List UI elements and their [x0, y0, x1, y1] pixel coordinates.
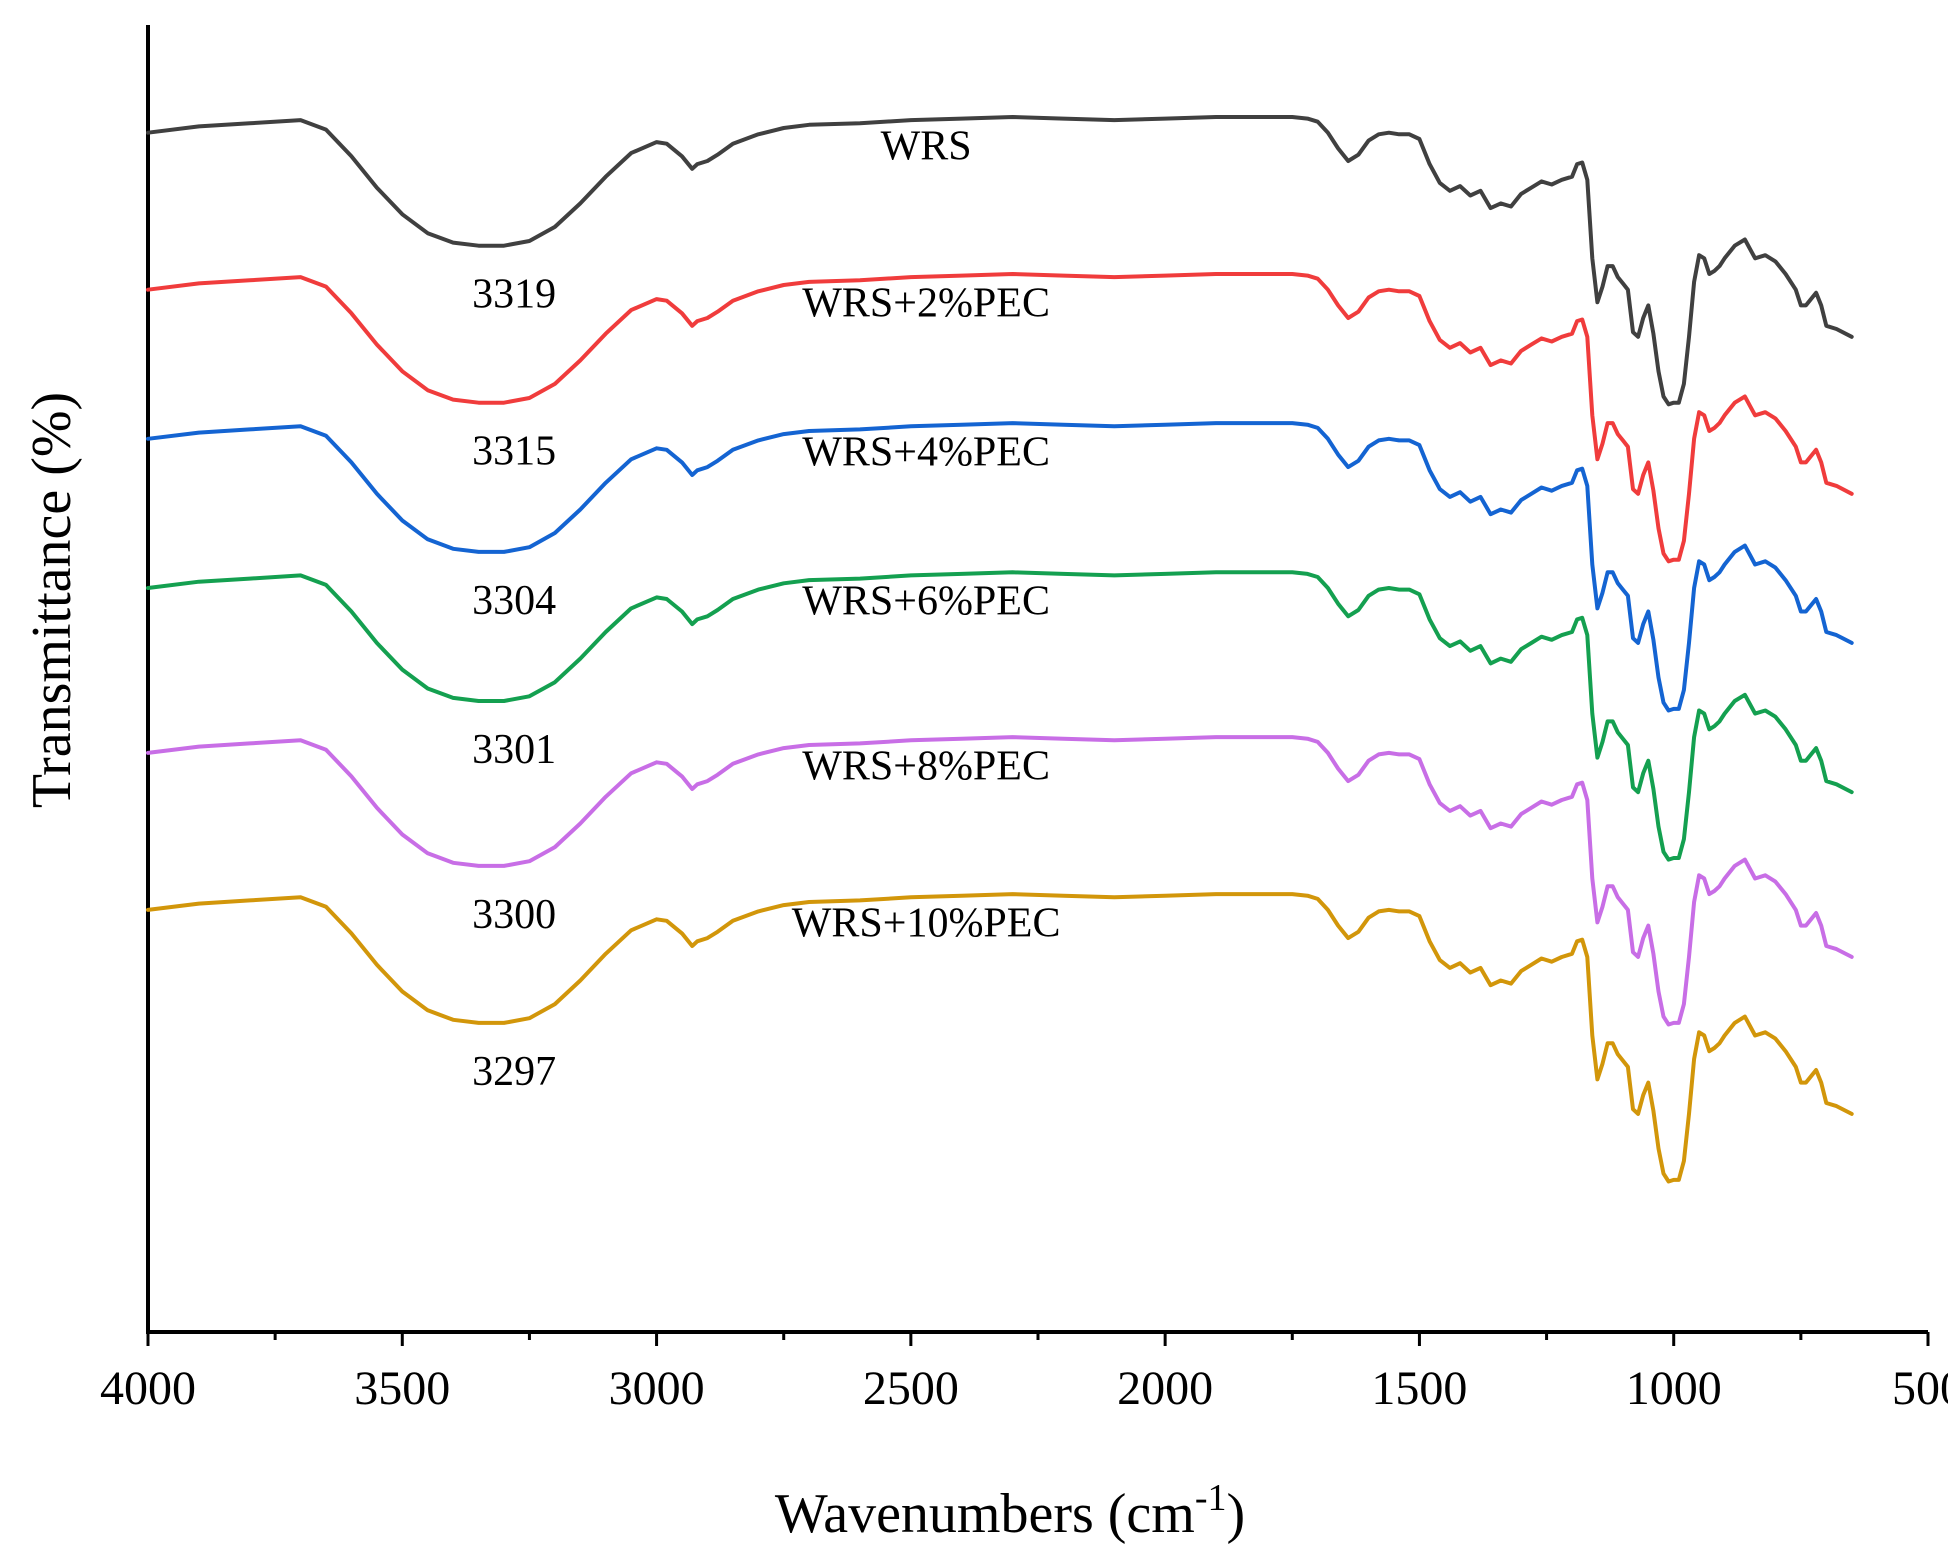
series-line-2 — [146, 421, 1854, 713]
x-tick-label: 3500 — [354, 1362, 450, 1415]
x-tick-label: 1000 — [1626, 1362, 1722, 1415]
x-axis-title-close: ) — [1227, 1483, 1246, 1545]
series-name-label: WRS — [881, 123, 972, 169]
x-tick-labels: 4000 3500 3000 2500 2000 1500 1000 500 — [100, 1362, 1948, 1415]
x-tick-label: 1500 — [1371, 1362, 1467, 1415]
peak-wavenumber-label: 3300 — [472, 892, 556, 938]
peak-labels: 3319 3315 3304 3301 3300 3297 — [472, 272, 556, 1095]
series-lines — [146, 115, 1854, 1184]
peak-wavenumber-label: 3304 — [472, 578, 556, 624]
series-name-label: WRS+2%PEC — [802, 280, 1050, 326]
series-labels: WRS WRS+2%PEC WRS+4%PEC WRS+6%PEC WRS+8%PEC W… — [792, 123, 1061, 946]
y-axis-title: Transmittance (%) — [21, 392, 83, 808]
series-line-1 — [146, 272, 1854, 564]
series-name-label: WRS+8%PEC — [802, 744, 1050, 790]
series-line-5 — [146, 892, 1854, 1184]
axes: 4000 3500 3000 2500 2000 1500 1000 500 — [100, 25, 1948, 1415]
series-name-label: WRS+6%PEC — [802, 579, 1050, 625]
x-tick-label: 4000 — [100, 1362, 196, 1415]
x-tick-label: 2000 — [1117, 1362, 1213, 1415]
peak-wavenumber-label: 3297 — [472, 1049, 556, 1095]
x-axis-title-superscript: -1 — [1195, 1477, 1227, 1519]
peak-wavenumber-label: 3319 — [472, 272, 556, 318]
peak-wavenumber-label: 3301 — [472, 727, 556, 773]
x-axis-title-main: Wavenumbers (cm — [775, 1483, 1195, 1545]
x-ticks — [146, 1332, 1930, 1346]
series-line-4 — [146, 735, 1854, 1027]
x-tick-label: 500 — [1892, 1362, 1948, 1415]
series-line-0 — [146, 115, 1854, 407]
series-name-label: WRS+10%PEC — [792, 901, 1061, 947]
x-tick-label: 2500 — [863, 1362, 959, 1415]
x-axis-title: Wavenumbers (cm-1) — [775, 1477, 1245, 1545]
series-name-label: WRS+4%PEC — [802, 430, 1050, 476]
peak-wavenumber-label: 3315 — [472, 429, 556, 475]
series-line-3 — [146, 570, 1854, 862]
x-tick-label: 3000 — [609, 1362, 705, 1415]
